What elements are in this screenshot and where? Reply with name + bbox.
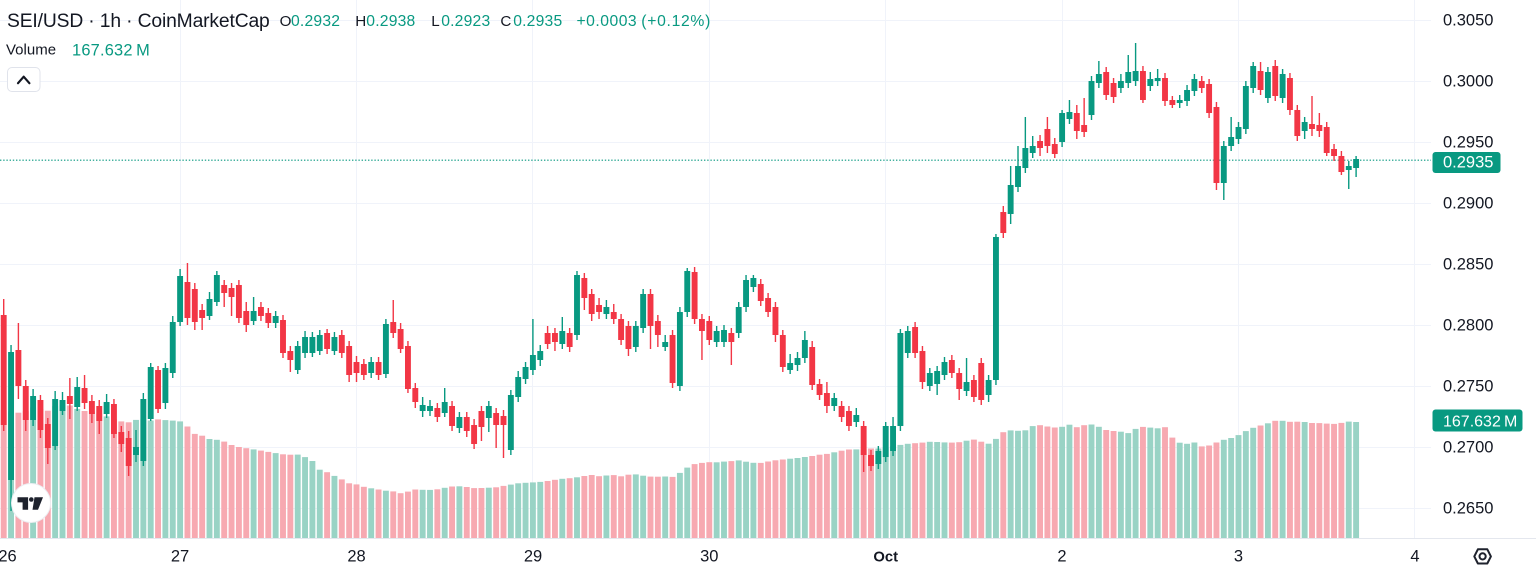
svg-text:0.2938: 0.2938 bbox=[366, 13, 415, 30]
svg-text:L: L bbox=[431, 13, 439, 30]
svg-text:Oct: Oct bbox=[873, 550, 898, 566]
svg-text:27: 27 bbox=[171, 548, 189, 566]
svg-text:0.2935: 0.2935 bbox=[1443, 154, 1493, 172]
svg-text:3: 3 bbox=[1234, 548, 1243, 566]
svg-text:2: 2 bbox=[1057, 548, 1066, 566]
svg-text:H: H bbox=[355, 13, 366, 30]
svg-text:167.632 M: 167.632 M bbox=[72, 42, 150, 60]
svg-text:0.2923: 0.2923 bbox=[441, 13, 490, 30]
svg-text:26: 26 bbox=[0, 548, 17, 566]
svg-text:SEI/USD · 1h · CoinMarketCap: SEI/USD · 1h · CoinMarketCap bbox=[7, 11, 270, 32]
svg-text:0.2900: 0.2900 bbox=[1443, 195, 1493, 213]
svg-text:(+0.12%): (+0.12%) bbox=[641, 13, 711, 30]
svg-text:0.2700: 0.2700 bbox=[1443, 439, 1493, 457]
svg-text:0.3050: 0.3050 bbox=[1443, 11, 1493, 29]
svg-text:28: 28 bbox=[347, 548, 365, 566]
svg-text:C: C bbox=[500, 13, 511, 30]
svg-text:0.2800: 0.2800 bbox=[1443, 317, 1493, 335]
svg-text:+0.0003: +0.0003 bbox=[577, 13, 638, 30]
svg-text:0.3000: 0.3000 bbox=[1443, 73, 1493, 91]
svg-text:Volume: Volume bbox=[6, 41, 56, 58]
svg-text:167.632 M: 167.632 M bbox=[1443, 413, 1517, 430]
svg-text:0.2932: 0.2932 bbox=[291, 13, 340, 30]
svg-text:0.2750: 0.2750 bbox=[1443, 378, 1493, 396]
svg-text:29: 29 bbox=[524, 548, 542, 566]
svg-text:30: 30 bbox=[700, 548, 718, 566]
svg-text:0.2935: 0.2935 bbox=[513, 13, 562, 30]
svg-text:0.2850: 0.2850 bbox=[1443, 256, 1493, 274]
svg-text:4: 4 bbox=[1410, 548, 1419, 566]
svg-text:O: O bbox=[280, 13, 292, 30]
svg-text:0.2950: 0.2950 bbox=[1443, 134, 1493, 152]
svg-text:0.2650: 0.2650 bbox=[1443, 500, 1493, 518]
